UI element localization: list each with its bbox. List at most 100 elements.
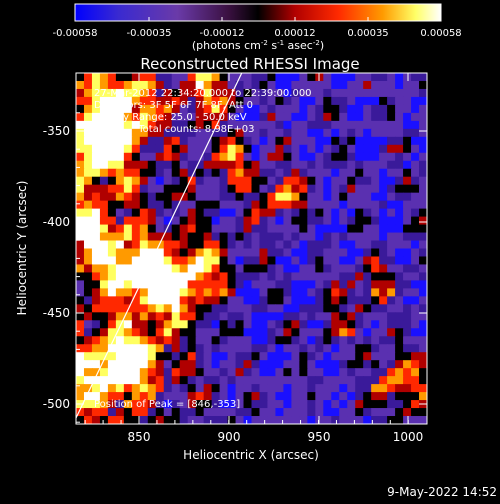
rhessi-image: [76, 73, 427, 424]
image-pixel: [347, 120, 356, 130]
image-pixel: [147, 240, 157, 250]
image-pixel: [227, 208, 237, 218]
image-pixel: [315, 208, 324, 218]
plot-title: Reconstructed RHESSI Image: [140, 55, 359, 73]
image-pixel: [307, 304, 316, 313]
image-pixel: [403, 80, 412, 90]
image-pixel: [187, 256, 197, 266]
image-pixel: [211, 144, 221, 154]
image-pixel: [403, 208, 412, 218]
image-pixel: [299, 400, 308, 409]
image-pixel: [179, 208, 189, 218]
image-pixel: [339, 288, 348, 297]
image-pixel: [339, 264, 348, 274]
image-pixel: [76, 80, 85, 90]
image-pixel: [123, 128, 133, 138]
image-pixel: [123, 208, 133, 218]
image-pixel: [179, 392, 189, 401]
image-pixel: [99, 328, 109, 337]
image-pixel: [251, 120, 261, 130]
image-pixel: [347, 248, 356, 258]
image-pixel: [355, 376, 364, 385]
image-pixel: [107, 152, 117, 162]
image-pixel: [123, 248, 133, 258]
image-pixel: [307, 344, 316, 353]
image-pixel: [107, 392, 117, 401]
image-pixel: [139, 224, 149, 234]
image-pixel: [339, 192, 348, 202]
image-pixel: [195, 320, 205, 329]
image-pixel: [331, 408, 340, 417]
image-pixel: [243, 304, 253, 313]
image-pixel: [411, 128, 420, 138]
image-pixel: [251, 104, 261, 114]
image-pixel: [76, 384, 85, 393]
image-pixel: [139, 256, 149, 266]
image-pixel: [211, 352, 221, 361]
image-pixel: [387, 368, 396, 377]
image-pixel: [291, 176, 300, 186]
image-pixel: [347, 368, 356, 377]
image-pixel: [211, 184, 221, 194]
image-pixel: [411, 304, 420, 313]
image-pixel: [131, 280, 141, 289]
image-pixel: [315, 320, 324, 329]
image-pixel: [315, 384, 324, 393]
image-pixel: [195, 168, 205, 178]
image-pixel: [203, 160, 213, 170]
image-pixel: [243, 224, 253, 234]
image-pixel: [91, 312, 101, 321]
image-pixel: [155, 144, 165, 154]
image-pixel: [275, 112, 285, 122]
image-pixel: [107, 232, 117, 242]
image-pixel: [155, 336, 165, 345]
image-pixel: [299, 160, 308, 170]
image-pixel: [195, 384, 205, 393]
image-pixel: [139, 352, 149, 361]
image-pixel: [251, 352, 261, 361]
image-pixel: [315, 73, 324, 82]
image-pixel: [171, 360, 181, 369]
image-pixel: [219, 136, 229, 146]
image-pixel: [291, 400, 300, 409]
image-pixel: [283, 376, 292, 385]
image-pixel: [107, 320, 117, 329]
image-pixel: [403, 360, 412, 369]
image-pixel: [307, 216, 316, 226]
image-pixel: [259, 128, 269, 138]
image-pixel: [283, 272, 292, 282]
image-pixel: [267, 184, 277, 194]
image-pixel: [179, 416, 189, 424]
image-pixel: [131, 248, 141, 258]
image-pixel: [395, 360, 404, 369]
image-pixel: [315, 256, 324, 266]
image-pixel: [219, 312, 229, 321]
image-pixel: [195, 120, 205, 130]
image-pixel: [99, 240, 109, 250]
image-pixel: [195, 200, 205, 210]
image-pixel: [347, 408, 356, 417]
image-pixel: [387, 264, 396, 274]
image-pixel: [107, 184, 117, 194]
image-pixel: [283, 160, 292, 170]
image-pixel: [235, 304, 245, 313]
image-pixel: [227, 312, 237, 321]
y-tick-label: -400: [43, 215, 70, 229]
image-pixel: [99, 312, 109, 321]
image-pixel: [99, 224, 109, 234]
image-pixel: [419, 280, 427, 289]
image-pixel: [323, 336, 332, 345]
colorbar-gradient: [74, 3, 442, 22]
image-pixel: [275, 352, 285, 361]
image-pixel: [155, 160, 165, 170]
image-pixel: [83, 352, 93, 361]
image-pixel: [283, 208, 292, 218]
image-pixel: [179, 336, 189, 345]
image-pixel: [147, 384, 157, 393]
image-pixel: [299, 120, 308, 130]
image-pixel: [403, 304, 412, 313]
image-pixel: [227, 280, 237, 289]
image-pixel: [355, 104, 364, 114]
image-pixel: [283, 312, 292, 321]
image-pixel: [187, 192, 197, 202]
